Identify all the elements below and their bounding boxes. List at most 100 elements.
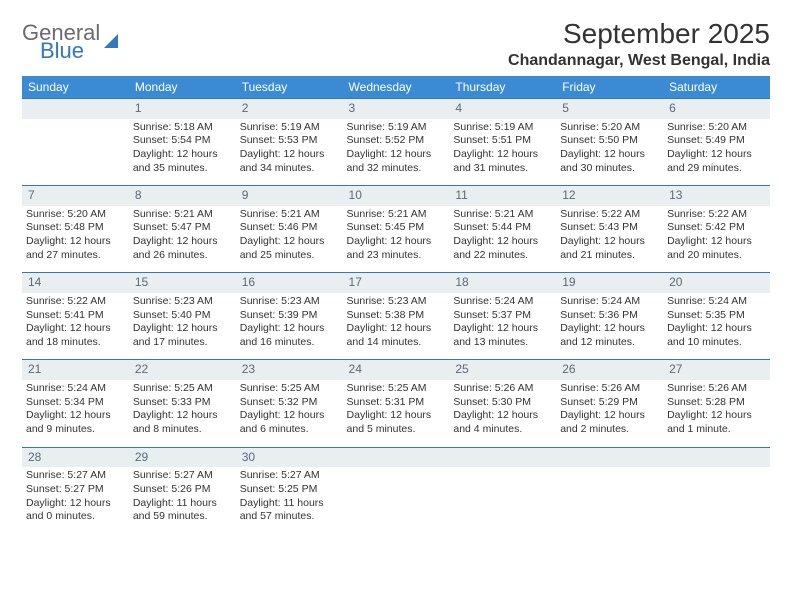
daylight-text: and 1 minute. <box>667 423 766 437</box>
day-cell: Sunrise: 5:19 AMSunset: 5:53 PMDaylight:… <box>236 119 343 186</box>
day-number: 16 <box>236 273 343 293</box>
daylight-text: Daylight: 11 hours <box>240 497 339 511</box>
day-number: 11 <box>449 186 556 206</box>
day-number: 5 <box>556 99 663 119</box>
sunset-text: Sunset: 5:50 PM <box>560 134 659 148</box>
day-number: 18 <box>449 273 556 293</box>
sunrise-text: Sunrise: 5:21 AM <box>133 208 232 222</box>
daylight-text: Daylight: 12 hours <box>26 497 125 511</box>
daylight-text: and 30 minutes. <box>560 162 659 176</box>
day-cell <box>22 119 129 186</box>
daylight-text: and 23 minutes. <box>347 249 446 263</box>
day-number: 2 <box>236 99 343 119</box>
daylight-text: Daylight: 12 hours <box>347 322 446 336</box>
day-cell: Sunrise: 5:21 AMSunset: 5:45 PMDaylight:… <box>343 206 450 273</box>
day-number: 21 <box>22 360 129 380</box>
sunset-text: Sunset: 5:29 PM <box>560 396 659 410</box>
daylight-text: Daylight: 11 hours <box>133 497 232 511</box>
day-cell: Sunrise: 5:21 AMSunset: 5:44 PMDaylight:… <box>449 206 556 273</box>
daylight-text: and 34 minutes. <box>240 162 339 176</box>
daylight-text: and 57 minutes. <box>240 510 339 524</box>
day-cell: Sunrise: 5:22 AMSunset: 5:41 PMDaylight:… <box>22 293 129 360</box>
day-cell <box>556 467 663 534</box>
sunset-text: Sunset: 5:40 PM <box>133 309 232 323</box>
daylight-text: and 26 minutes. <box>133 249 232 263</box>
sunset-text: Sunset: 5:25 PM <box>240 483 339 497</box>
day-cell: Sunrise: 5:27 AMSunset: 5:25 PMDaylight:… <box>236 467 343 534</box>
day-number: 6 <box>663 99 770 119</box>
day-number: 17 <box>343 273 450 293</box>
day-cell: Sunrise: 5:21 AMSunset: 5:47 PMDaylight:… <box>129 206 236 273</box>
daylight-text: and 17 minutes. <box>133 336 232 350</box>
daylight-text: Daylight: 12 hours <box>453 409 552 423</box>
sunset-text: Sunset: 5:34 PM <box>26 396 125 410</box>
day-content-row: Sunrise: 5:22 AMSunset: 5:41 PM Daylight:… <box>22 293 770 360</box>
sunrise-text: Sunrise: 5:18 AM <box>133 121 232 135</box>
day-number: 14 <box>22 273 129 293</box>
day-number: 25 <box>449 360 556 380</box>
daylight-text: and 2 minutes. <box>560 423 659 437</box>
daylight-text: Daylight: 12 hours <box>347 409 446 423</box>
daylight-text: and 5 minutes. <box>347 423 446 437</box>
weekday-header: Saturday <box>663 76 770 99</box>
weekday-header: Tuesday <box>236 76 343 99</box>
sunset-text: Sunset: 5:26 PM <box>133 483 232 497</box>
sunrise-text: Sunrise: 5:27 AM <box>26 469 125 483</box>
day-cell: Sunrise: 5:24 AMSunset: 5:35 PMDaylight:… <box>663 293 770 360</box>
day-number: 22 <box>129 360 236 380</box>
daylight-text: Daylight: 12 hours <box>560 235 659 249</box>
day-number <box>663 447 770 467</box>
day-content-row: Sunrise: 5:27 AMSunset: 5:27 PMDaylight:… <box>22 467 770 534</box>
sunset-text: Sunset: 5:33 PM <box>133 396 232 410</box>
daylight-text: and 32 minutes. <box>347 162 446 176</box>
weekday-header: Thursday <box>449 76 556 99</box>
sunset-text: Sunset: 5:53 PM <box>240 134 339 148</box>
sunrise-text: Sunrise: 5:22 AM <box>26 295 125 309</box>
daylight-text: Daylight: 12 hours <box>347 235 446 249</box>
sunset-text: Sunset: 5:41 PM <box>26 309 125 323</box>
sunset-text: Sunset: 5:44 PM <box>453 221 552 235</box>
daylight-text: and 27 minutes. <box>26 249 125 263</box>
logo-word-blue: Blue <box>40 40 100 62</box>
day-number: 12 <box>556 186 663 206</box>
day-cell: Sunrise: 5:25 AMSunset: 5:32 PMDaylight:… <box>236 380 343 447</box>
day-number-row: 123456 <box>22 99 770 119</box>
sunrise-text: Sunrise: 5:22 AM <box>667 208 766 222</box>
day-content-row: Sunrise: 5:20 AMSunset: 5:48 PMDaylight:… <box>22 206 770 273</box>
day-content-row: Sunrise: 5:18 AMSunset: 5:54 PMDaylight:… <box>22 119 770 186</box>
day-number <box>556 447 663 467</box>
sunrise-text: Sunrise: 5:27 AM <box>240 469 339 483</box>
calendar-table: Sunday Monday Tuesday Wednesday Thursday… <box>22 76 770 534</box>
day-cell <box>663 467 770 534</box>
sunrise-text: Sunrise: 5:21 AM <box>347 208 446 222</box>
sunset-text: Sunset: 5:31 PM <box>347 396 446 410</box>
daylight-text: and 12 minutes. <box>560 336 659 350</box>
day-number <box>449 447 556 467</box>
daylight-text: Daylight: 12 hours <box>667 148 766 162</box>
day-cell: Sunrise: 5:19 AMSunset: 5:51 PMDaylight:… <box>449 119 556 186</box>
daylight-text: Daylight: 12 hours <box>347 148 446 162</box>
day-cell <box>343 467 450 534</box>
title-block: September 2025 Chandannagar, West Bengal… <box>508 18 770 70</box>
logo: General Blue <box>22 18 118 62</box>
day-number: 13 <box>663 186 770 206</box>
daylight-text: and 4 minutes. <box>453 423 552 437</box>
day-cell: Sunrise: 5:27 AMSunset: 5:26 PMDaylight:… <box>129 467 236 534</box>
day-number: 9 <box>236 186 343 206</box>
sunset-text: Sunset: 5:46 PM <box>240 221 339 235</box>
day-number: 30 <box>236 447 343 467</box>
day-cell: Sunrise: 5:23 AMSunset: 5:40 PMDaylight:… <box>129 293 236 360</box>
day-cell: Sunrise: 5:18 AMSunset: 5:54 PMDaylight:… <box>129 119 236 186</box>
sunrise-text: Sunrise: 5:25 AM <box>240 382 339 396</box>
day-number-row: 78910111213 <box>22 186 770 206</box>
sunrise-text: Sunrise: 5:25 AM <box>347 382 446 396</box>
sunrise-text: Sunrise: 5:19 AM <box>240 121 339 135</box>
day-number: 3 <box>343 99 450 119</box>
sunrise-text: Sunrise: 5:21 AM <box>453 208 552 222</box>
daylight-text: and 31 minutes. <box>453 162 552 176</box>
daylight-text: and 13 minutes. <box>453 336 552 350</box>
daylight-text: Daylight: 12 hours <box>560 148 659 162</box>
sunrise-text: Sunrise: 5:24 AM <box>453 295 552 309</box>
sunset-text: Sunset: 5:37 PM <box>453 309 552 323</box>
day-number: 15 <box>129 273 236 293</box>
